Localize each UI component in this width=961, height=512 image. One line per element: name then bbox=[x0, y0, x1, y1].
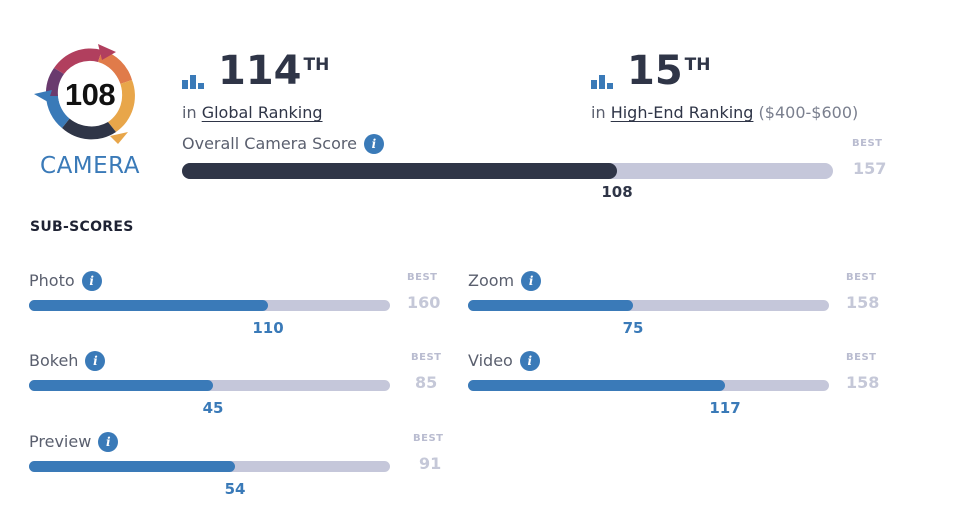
best-label: BEST bbox=[407, 272, 438, 283]
info-icon[interactable]: i bbox=[521, 270, 542, 291]
overall-score-value: 108 bbox=[601, 183, 633, 201]
overall-best-value: 157 bbox=[853, 159, 887, 178]
overall-best-label: BEST bbox=[852, 138, 883, 149]
info-icon[interactable]: i bbox=[85, 350, 106, 371]
subscore-bar bbox=[29, 300, 390, 311]
subscore-photo: Photo i BEST 160 110 bbox=[29, 270, 449, 341]
subscore-value: 45 bbox=[202, 399, 224, 417]
info-icon[interactable]: i bbox=[519, 350, 540, 371]
global-rank-number: 114 TH bbox=[218, 48, 330, 94]
global-rank-caption: in Global Ranking bbox=[182, 103, 323, 122]
ranking-bars-icon bbox=[182, 73, 208, 89]
price-range: ($400-$600) bbox=[758, 103, 859, 122]
ranking-bars-icon bbox=[591, 73, 617, 89]
overall-score-fill bbox=[182, 163, 617, 179]
subscore-bar bbox=[29, 380, 390, 391]
best-label: BEST bbox=[846, 272, 877, 283]
subscore-zoom: Zoom i BEST 158 75 bbox=[468, 270, 888, 341]
subscore-label: Zoom i bbox=[468, 270, 542, 292]
subscore-label: Photo i bbox=[29, 270, 102, 292]
global-ranking-link[interactable]: Global Ranking bbox=[201, 103, 323, 122]
subscore-value: 117 bbox=[709, 399, 741, 417]
segment-rank-caption: in High-End Ranking ($400-$600) bbox=[591, 103, 859, 122]
subscore-label: Bokeh i bbox=[29, 350, 106, 372]
best-value: 158 bbox=[846, 373, 880, 392]
best-label: BEST bbox=[411, 352, 442, 363]
subscore-label: Preview i bbox=[29, 431, 119, 453]
subscore-label: Video i bbox=[468, 350, 540, 372]
badge-score: 108 bbox=[64, 77, 116, 112]
camera-score-badge: 108 CAMERA bbox=[28, 40, 148, 180]
high-end-ranking-link[interactable]: High-End Ranking bbox=[610, 103, 754, 122]
subscore-fill bbox=[29, 380, 213, 391]
best-label: BEST bbox=[413, 433, 444, 444]
subscore-video: Video i BEST 158 117 bbox=[468, 350, 888, 421]
segment-rank-number: 15 TH bbox=[627, 48, 711, 94]
subscore-fill bbox=[468, 300, 633, 311]
subscore-bar bbox=[29, 461, 390, 472]
overall-score-bar bbox=[182, 163, 833, 179]
info-icon[interactable]: i bbox=[363, 133, 384, 154]
subscore-fill bbox=[29, 461, 235, 472]
best-value: 85 bbox=[415, 373, 438, 392]
best-label: BEST bbox=[846, 352, 877, 363]
subscore-bar bbox=[468, 380, 829, 391]
overall-score-label: Overall Camera Score i bbox=[182, 133, 384, 155]
info-icon[interactable]: i bbox=[98, 431, 119, 452]
subscore-fill bbox=[468, 380, 725, 391]
badge-label: CAMERA bbox=[40, 153, 140, 179]
subscore-value: 54 bbox=[224, 480, 246, 498]
subscore-preview: Preview i BEST 91 54 bbox=[29, 431, 449, 502]
subscore-value: 75 bbox=[622, 319, 644, 337]
best-value: 160 bbox=[407, 293, 441, 312]
subscore-bokeh: Bokeh i BEST 85 45 bbox=[29, 350, 449, 421]
best-value: 158 bbox=[846, 293, 880, 312]
subscore-value: 110 bbox=[252, 319, 284, 337]
camera-badge-ring-icon bbox=[34, 44, 135, 144]
best-value: 91 bbox=[419, 454, 442, 473]
subscore-fill bbox=[29, 300, 268, 311]
info-icon[interactable]: i bbox=[81, 270, 102, 291]
subscores-heading: SUB-SCORES bbox=[30, 219, 134, 235]
subscore-bar bbox=[468, 300, 829, 311]
